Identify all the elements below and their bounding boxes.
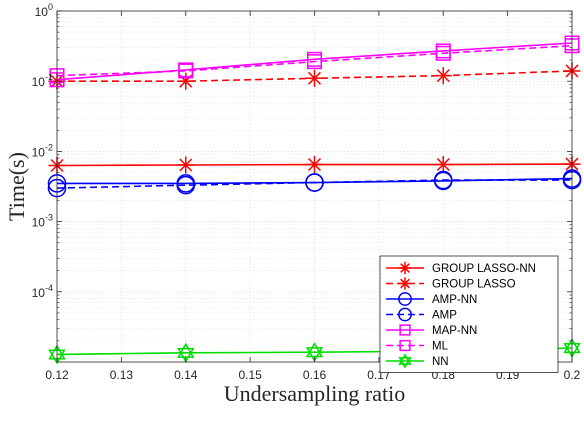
legend-marker (398, 261, 412, 275)
y-tick-exponent: -2 (45, 142, 53, 152)
data-point (305, 173, 324, 192)
legend-marker (399, 324, 411, 336)
y-tick-exponent: 0 (48, 2, 53, 12)
y-tick-base: 10 (32, 145, 46, 159)
series-line (56, 179, 572, 189)
y-tick-label: 10-3 (32, 213, 53, 230)
legend-item: ML (386, 339, 449, 353)
y-tick-base: 10 (32, 286, 46, 300)
y-tick-base: 10 (32, 75, 46, 89)
data-point (177, 156, 195, 174)
x-tick-label: 0.2 (564, 368, 581, 382)
legend: GROUP LASSO-NN GROUP LASSO AMP-NN AMP MAP-NN… (379, 255, 559, 373)
y-tick-base: 10 (35, 5, 49, 19)
series-line (56, 44, 573, 77)
legend-marker (398, 292, 412, 306)
x-tick-label: 0.14 (174, 368, 198, 382)
data-point (305, 69, 324, 87)
legend-item: AMP (386, 307, 457, 322)
legend-label: AMP (432, 310, 457, 322)
data-point (305, 155, 324, 174)
y-tick-exponent: -1 (45, 72, 53, 82)
legend-item: GROUP LASSO (386, 277, 516, 291)
legend-marker (399, 339, 411, 352)
y-tick-label: 100 (35, 2, 53, 19)
legend-label: ML (432, 341, 449, 353)
legend-label: GROUP LASSO-NN (432, 263, 536, 275)
data-point (434, 155, 452, 174)
data-point (178, 63, 194, 79)
legend-item: NN (386, 353, 449, 369)
legend-label: AMP-NN (432, 294, 477, 306)
data-point (305, 342, 324, 363)
legend-item: AMP-NN (386, 292, 477, 306)
legend-label: NN (432, 356, 449, 368)
data-point (177, 72, 195, 90)
series-layer (47, 35, 582, 365)
legend-marker (398, 353, 412, 369)
data-point (176, 175, 196, 195)
x-tick-label: 0.15 (238, 368, 262, 382)
y-tick-exponent: -3 (45, 213, 53, 223)
x-tick-label: 0.16 (303, 368, 327, 382)
legend-label: GROUP LASSO (432, 279, 516, 291)
legend-item: GROUP LASSO-NN (386, 261, 536, 275)
data-point (434, 67, 452, 85)
data-point (307, 54, 322, 70)
y-tick-label: 10-1 (32, 72, 53, 89)
legend-label: MAP-NN (432, 325, 477, 337)
y-tick-exponent: -4 (45, 283, 53, 293)
x-tick-label: 0.13 (110, 368, 134, 382)
data-point (433, 170, 453, 190)
series-line (56, 42, 573, 81)
y-tick-label: 10-4 (32, 283, 53, 300)
legend-marker (398, 307, 412, 322)
y-tick-base: 10 (32, 216, 46, 230)
y-tick-label: 10-2 (32, 142, 53, 159)
x-tick-label: 0.12 (45, 368, 69, 382)
series-amp (47, 170, 582, 198)
legend-marker (398, 277, 412, 290)
data-point (435, 45, 451, 61)
x-axis-label: Undersampling ratio (224, 381, 405, 406)
ticks: 0.12 0.13 0.14 0.15 0.16 0.17 0.18 0.19 0.210010… (32, 2, 581, 382)
y-axis-label: Time(s) (4, 152, 29, 221)
legend-item: MAP-NN (386, 324, 477, 337)
